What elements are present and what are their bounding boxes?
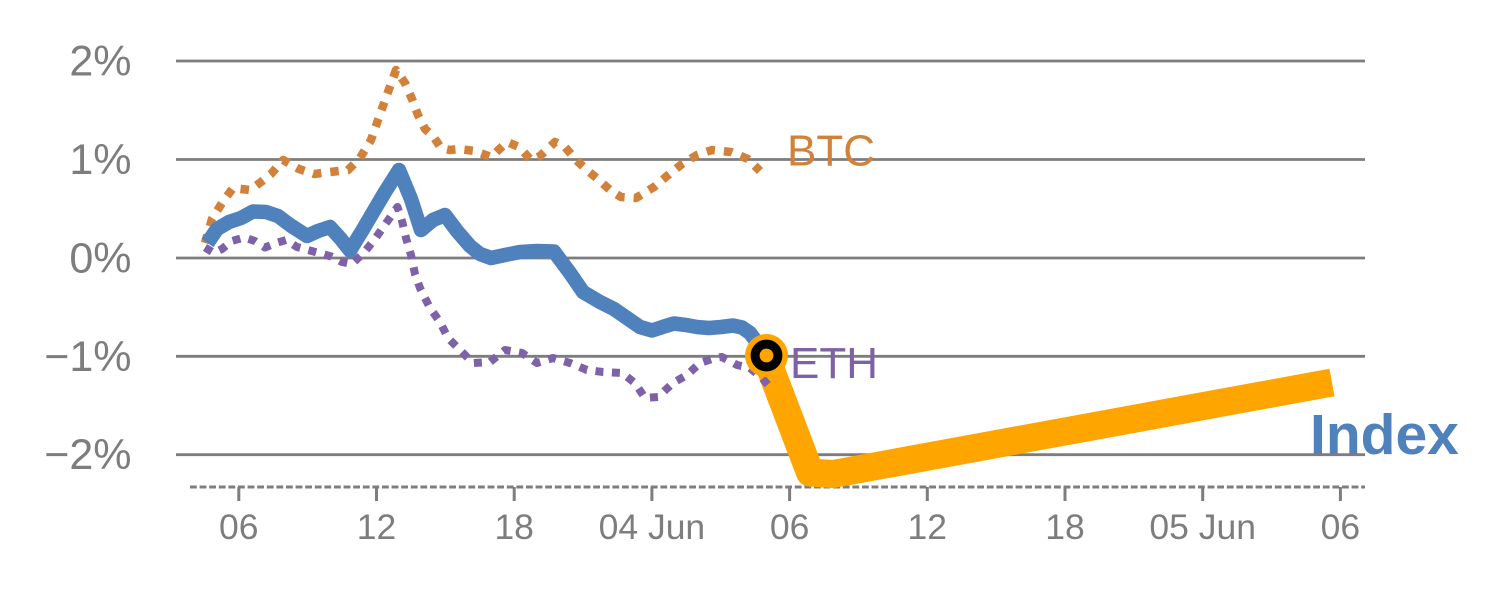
svg-text:18: 18 <box>494 507 534 547</box>
svg-text:06: 06 <box>770 507 810 547</box>
svg-text:06: 06 <box>219 507 259 547</box>
svg-text:Index: Index <box>1310 403 1459 467</box>
svg-text:06: 06 <box>1321 507 1361 547</box>
svg-text:ETH: ETH <box>790 339 878 388</box>
svg-text:BTC: BTC <box>787 127 875 176</box>
svg-text:12: 12 <box>357 507 397 547</box>
svg-text:1%: 1% <box>69 136 131 184</box>
svg-text:04 Jun: 04 Jun <box>599 507 706 547</box>
svg-text:12: 12 <box>908 507 948 547</box>
svg-text:05 Jun: 05 Jun <box>1149 507 1256 547</box>
svg-text:18: 18 <box>1045 507 1085 547</box>
svg-text:0%: 0% <box>69 235 131 283</box>
svg-text:−2%: −2% <box>44 431 131 479</box>
svg-text:2%: 2% <box>69 38 131 86</box>
svg-text:−1%: −1% <box>44 333 131 381</box>
